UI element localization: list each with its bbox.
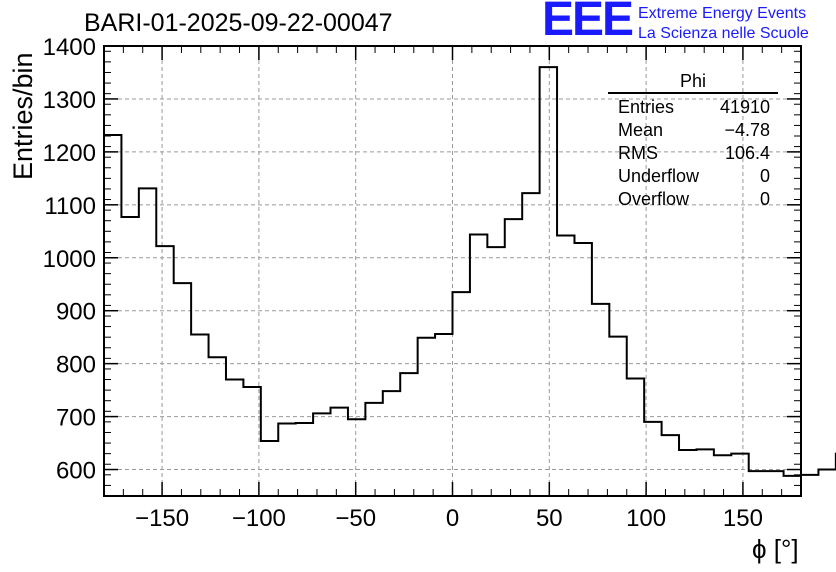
logo-caption-line1: Extreme Energy Events	[638, 5, 807, 22]
y-tick-label: 800	[56, 352, 96, 379]
x-tick-label: 0	[446, 505, 459, 532]
stats-value: 41910	[719, 97, 770, 117]
stats-label: Mean	[618, 120, 664, 140]
stats-row-entries: Entries 41910	[608, 96, 778, 119]
x-tick-label: 50	[536, 505, 563, 532]
y-tick-label: 1400	[43, 34, 96, 61]
x-tick-label: −150	[135, 505, 189, 532]
y-tick-label: 1200	[43, 140, 96, 167]
plot-frame	[103, 45, 802, 497]
stats-value: 106.4	[724, 143, 770, 163]
stats-row-underflow: Underflow 0	[608, 165, 778, 188]
y-tick-label: 1300	[43, 87, 96, 114]
stats-value: 0	[759, 189, 770, 209]
y-tick-label: 600	[56, 458, 96, 485]
tick-labels: −150 −100 −50 0 50 100 150 600 700 800 900 1000 1100…	[43, 34, 763, 532]
axis-ticks	[103, 45, 802, 497]
logo-caption: Extreme Energy Events La Scienza nelle S…	[638, 4, 809, 44]
x-tick-label: −100	[232, 505, 286, 532]
x-tick-label: 150	[723, 505, 763, 532]
logo-caption-line2: La Scienza nelle Scuole	[638, 25, 809, 42]
y-axis-label: Entries/bin	[8, 52, 38, 180]
y-tick-label: 1100	[44, 193, 96, 220]
stats-title: Phi	[608, 70, 778, 94]
y-tick-label: 700	[56, 405, 96, 432]
x-tick-label: 100	[626, 505, 666, 532]
eee-logo: EEE	[542, 0, 634, 46]
stats-value: 0	[759, 166, 770, 186]
stats-label: Underflow	[618, 166, 700, 186]
stats-value: −4.78	[724, 120, 770, 140]
stats-row-rms: RMS 106.4	[608, 142, 778, 165]
y-tick-label: 1000	[43, 246, 96, 273]
histogram-line	[104, 66, 836, 477]
plot-title: BARI-01-2025-09-22-00047	[84, 9, 393, 37]
y-tick-label: 900	[56, 299, 96, 326]
stats-label: RMS	[618, 143, 658, 163]
stats-label: Entries	[618, 97, 675, 117]
stats-row-overflow: Overflow 0	[608, 188, 778, 211]
stats-box: Phi Entries 41910 Mean −4.78 RMS 106.4 U…	[608, 70, 778, 211]
x-tick-label: −50	[335, 505, 376, 532]
x-axis-label: ϕ [°]	[752, 534, 799, 564]
stats-label: Overflow	[618, 189, 690, 209]
stats-row-mean: Mean −4.78	[608, 119, 778, 142]
